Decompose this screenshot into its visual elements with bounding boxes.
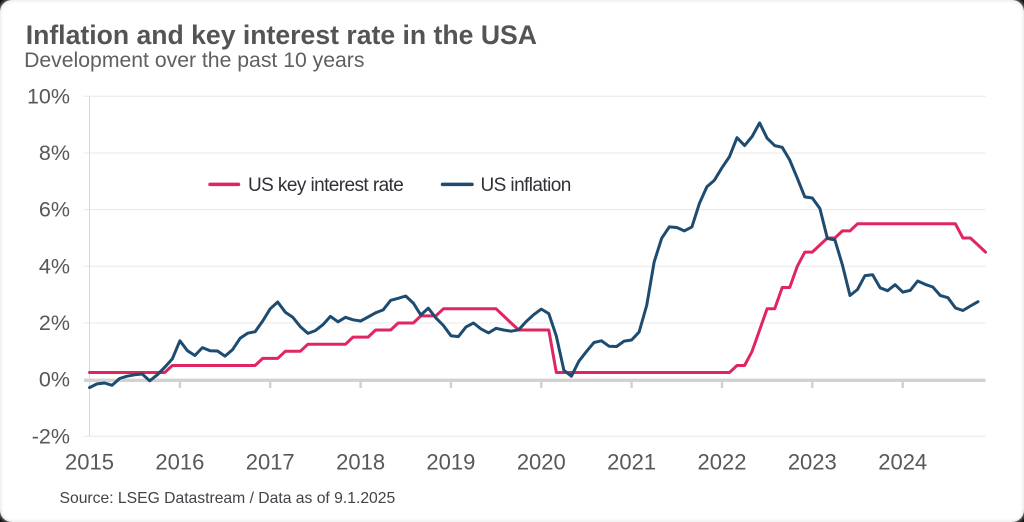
svg-text:0%: 0%: [39, 368, 70, 392]
svg-text:6%: 6%: [39, 198, 70, 222]
svg-text:2024: 2024: [878, 450, 927, 475]
svg-text:US inflation: US inflation: [481, 175, 571, 196]
svg-text:2022: 2022: [698, 450, 747, 475]
svg-text:Source: LSEG Datastream / Data: Source: LSEG Datastream / Data as of 9.1…: [60, 490, 396, 507]
svg-text:US key interest rate: US key interest rate: [248, 175, 403, 196]
svg-text:2021: 2021: [607, 450, 656, 475]
svg-text:2017: 2017: [246, 450, 295, 475]
svg-text:2019: 2019: [426, 450, 475, 475]
svg-text:2015: 2015: [65, 450, 114, 475]
svg-text:2018: 2018: [336, 450, 385, 475]
svg-text:10%: 10%: [27, 84, 70, 108]
svg-text:Inflation and key interest rat: Inflation and key interest rate in the U…: [26, 20, 537, 50]
svg-text:2020: 2020: [517, 450, 566, 475]
svg-text:2%: 2%: [39, 311, 70, 335]
svg-text:8%: 8%: [39, 141, 70, 165]
svg-text:2016: 2016: [155, 450, 204, 475]
svg-text:4%: 4%: [39, 254, 70, 278]
svg-text:-2%: -2%: [32, 424, 70, 448]
svg-text:Development over the past 10 y: Development over the past 10 years: [24, 49, 364, 72]
svg-text:2023: 2023: [788, 450, 837, 475]
